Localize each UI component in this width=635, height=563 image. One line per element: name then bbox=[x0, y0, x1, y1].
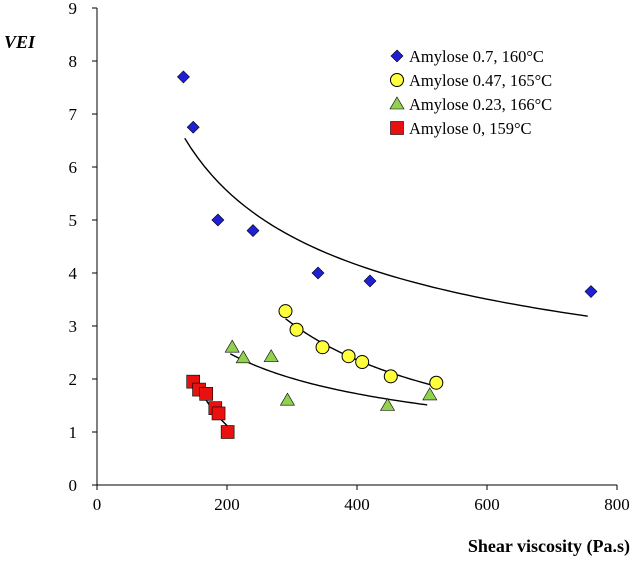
data-point-series-0 bbox=[246, 224, 260, 238]
data-point-series-3 bbox=[199, 387, 213, 401]
data-point-series-2 bbox=[263, 349, 279, 363]
data-point-series-0 bbox=[186, 120, 200, 134]
data-point-series-0 bbox=[584, 285, 598, 298]
data-point-series-2 bbox=[279, 392, 295, 406]
x-axis-title: Shear viscosity (Pa.s) bbox=[468, 536, 630, 557]
legend-label-series-1: Amylose 0.47, 165°C bbox=[409, 71, 552, 90]
data-point-series-1 bbox=[315, 340, 330, 355]
chart-legend: Amylose 0.7, 160°C Amylose 0.47, 165°C Amy… bbox=[389, 47, 552, 138]
data-point-series-2 bbox=[224, 339, 240, 353]
legend-marker-series-2 bbox=[389, 96, 405, 110]
trendline-series-2 bbox=[229, 353, 428, 406]
y-tick-label: 7 bbox=[69, 105, 78, 124]
legend-label-series-0: Amylose 0.7, 160°C bbox=[409, 47, 544, 66]
data-point-series-1 bbox=[429, 375, 444, 390]
data-point-series-0 bbox=[363, 274, 377, 288]
legend-label-series-3: Amylose 0, 159°C bbox=[409, 119, 532, 138]
data-point-series-1 bbox=[355, 355, 370, 370]
legend-label-series-2: Amylose 0.23, 166°C bbox=[409, 95, 552, 114]
y-tick-label: 8 bbox=[69, 52, 78, 71]
y-tick-label: 0 bbox=[69, 476, 78, 495]
y-tick-label: 4 bbox=[69, 264, 78, 283]
y-tick-label: 9 bbox=[69, 0, 78, 18]
trendline-series-1 bbox=[285, 318, 436, 387]
x-tick-label: 200 bbox=[214, 495, 240, 514]
chart-axes: 0 1 2 3 4 5 6 7 8 9 0 200 400 600 800 bbox=[69, 0, 630, 514]
legend-marker-series-1 bbox=[390, 73, 404, 87]
data-point-series-1 bbox=[289, 322, 304, 337]
y-tick-label: 3 bbox=[69, 317, 78, 336]
data-point-series-0 bbox=[177, 70, 190, 84]
y-axis-title: VEI bbox=[4, 32, 36, 52]
trendline-series-0 bbox=[184, 137, 588, 317]
y-tick-label: 2 bbox=[69, 370, 78, 389]
y-tick-label: 6 bbox=[69, 158, 78, 177]
data-point-series-0 bbox=[211, 213, 225, 227]
data-point-series-2 bbox=[422, 387, 438, 401]
data-point-series-3 bbox=[211, 406, 226, 421]
x-tick-label: 0 bbox=[93, 495, 102, 514]
legend-marker-series-3 bbox=[390, 121, 404, 135]
y-tick-label: 5 bbox=[69, 211, 78, 230]
x-tick-label: 400 bbox=[344, 495, 370, 514]
x-tick-label: 800 bbox=[604, 495, 630, 514]
y-tick-label: 1 bbox=[69, 423, 78, 442]
chart-marks bbox=[177, 70, 598, 439]
data-point-series-1 bbox=[383, 369, 398, 384]
data-point-series-1 bbox=[341, 349, 356, 364]
x-tick-label: 600 bbox=[474, 495, 500, 514]
data-point-series-0 bbox=[311, 266, 325, 280]
data-point-series-2 bbox=[235, 350, 251, 364]
data-point-series-3 bbox=[220, 425, 235, 439]
data-point-series-1 bbox=[278, 304, 293, 319]
data-point-series-2 bbox=[380, 397, 396, 411]
legend-marker-series-0 bbox=[390, 49, 404, 63]
